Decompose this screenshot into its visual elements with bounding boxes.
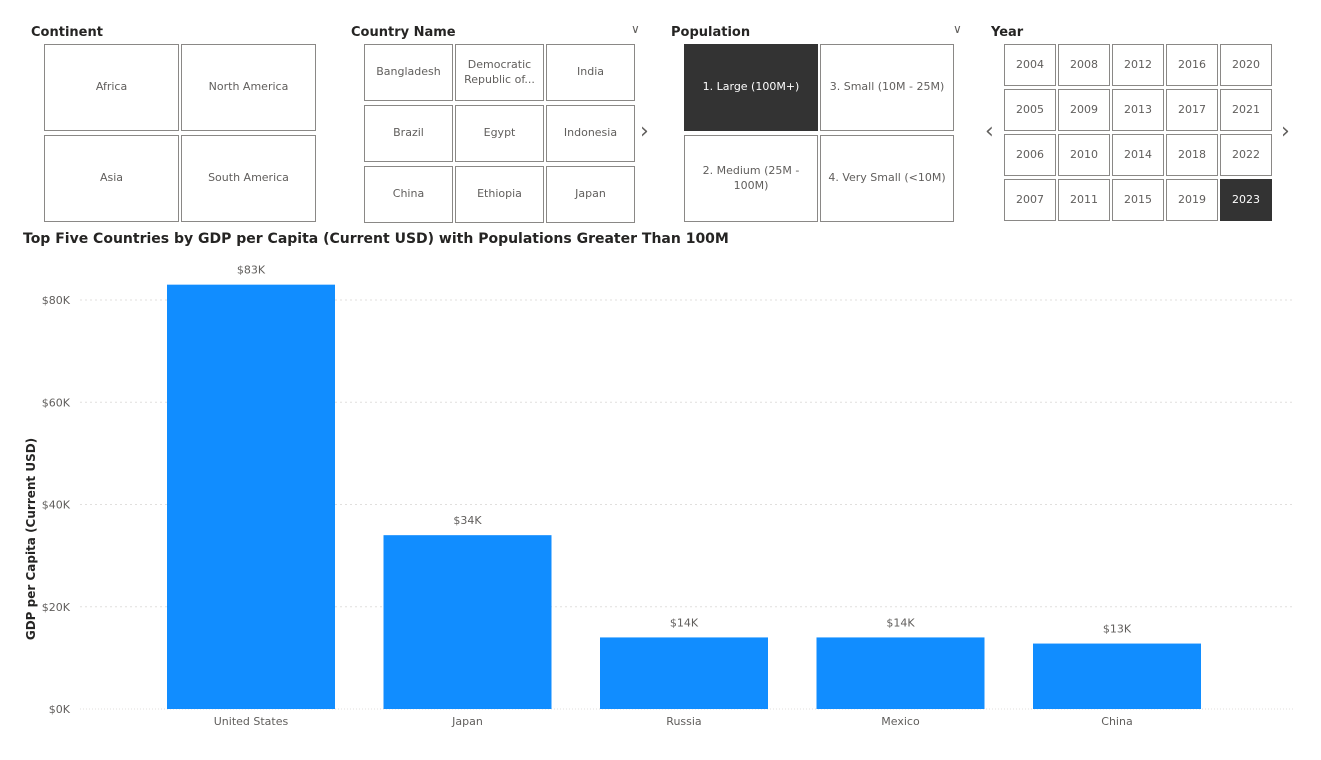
- country-tile[interactable]: Japan: [546, 166, 635, 223]
- year-tile[interactable]: 2005: [1004, 89, 1056, 131]
- continent-tile[interactable]: North America: [181, 44, 316, 131]
- country-tile[interactable]: Brazil: [364, 105, 453, 162]
- data-label: $34K: [453, 514, 482, 527]
- year-tile[interactable]: 2022: [1220, 134, 1272, 176]
- year-tile[interactable]: 2015: [1112, 179, 1164, 221]
- country-tile[interactable]: Egypt: [455, 105, 544, 162]
- y-tick-label: $80K: [42, 294, 71, 307]
- year-tile[interactable]: 2008: [1058, 44, 1110, 86]
- year-tile[interactable]: 2021: [1220, 89, 1272, 131]
- year-slicer-title: Year: [991, 25, 1024, 40]
- population-slicer-title: Population: [671, 25, 751, 40]
- bar: [1033, 643, 1201, 709]
- continent-tile[interactable]: Africa: [44, 44, 179, 131]
- country-tile[interactable]: Democratic Republic of...: [455, 44, 544, 101]
- year-prev-page-icon[interactable]: ‹: [985, 119, 994, 144]
- bar: [167, 284, 335, 709]
- bar: [383, 535, 552, 709]
- year-tile[interactable]: 2011: [1058, 179, 1110, 221]
- continent-tile[interactable]: South America: [181, 135, 316, 222]
- year-slicer: Year: [991, 25, 1291, 225]
- y-tick-label: $20K: [42, 601, 71, 614]
- y-tick-label: $40K: [42, 499, 71, 512]
- country-tile[interactable]: Ethiopia: [455, 166, 544, 223]
- country-tile[interactable]: Bangladesh: [364, 44, 453, 101]
- year-tile[interactable]: 2019: [1166, 179, 1218, 221]
- chart-title: Top Five Countries by GDP per Capita (Cu…: [23, 231, 729, 247]
- gdp-bar-chart: $0K $20K $40K $60K $80K GDP per Capita (Curre…: [24, 264, 1295, 728]
- population-slicer: Population ∨: [671, 22, 971, 225]
- year-tile[interactable]: 2014: [1112, 134, 1164, 176]
- continent-tile[interactable]: Asia: [44, 135, 179, 222]
- x-tick-label: China: [1101, 715, 1132, 728]
- population-dropdown-chevron-icon[interactable]: ∨: [953, 22, 962, 36]
- x-tick-label: Mexico: [881, 715, 920, 728]
- x-tick-label: United States: [214, 715, 289, 728]
- x-tick-label: Japan: [451, 715, 483, 728]
- y-tick-label: $0K: [49, 703, 71, 716]
- year-tile[interactable]: 2006: [1004, 134, 1056, 176]
- data-label: $14K: [670, 616, 699, 629]
- population-tile[interactable]: 1. Large (100M+): [684, 44, 818, 131]
- year-tile[interactable]: 2017: [1166, 89, 1218, 131]
- year-next-page-icon[interactable]: ›: [1281, 119, 1290, 144]
- year-tile[interactable]: 2020: [1220, 44, 1272, 86]
- year-tile[interactable]: 2009: [1058, 89, 1110, 131]
- population-tile[interactable]: 2. Medium (25M - 100M): [684, 135, 818, 222]
- country-next-page-icon[interactable]: ›: [640, 119, 649, 144]
- country-tile[interactable]: India: [546, 44, 635, 101]
- y-axis-title: GDP per Capita (Current USD): [24, 438, 38, 640]
- country-dropdown-chevron-icon[interactable]: ∨: [631, 22, 640, 36]
- year-tile[interactable]: 2004: [1004, 44, 1056, 86]
- population-tile[interactable]: 4. Very Small (<10M): [820, 135, 954, 222]
- country-slicer-title: Country Name: [351, 25, 456, 40]
- country-tile[interactable]: Indonesia: [546, 105, 635, 162]
- y-tick-label: $60K: [42, 396, 71, 409]
- population-tile[interactable]: 3. Small (10M - 25M): [820, 44, 954, 131]
- data-label: $13K: [1103, 623, 1132, 636]
- country-slicer: Country Name ∨: [351, 22, 651, 225]
- year-tile[interactable]: 2007: [1004, 179, 1056, 221]
- x-tick-label: Russia: [666, 715, 701, 728]
- country-tile[interactable]: China: [364, 166, 453, 223]
- continent-slicer: Continent: [31, 25, 321, 225]
- year-tile[interactable]: 2016: [1166, 44, 1218, 86]
- data-label: $83K: [237, 264, 266, 277]
- data-label: $14K: [886, 616, 915, 629]
- year-tile[interactable]: 2023: [1220, 179, 1272, 221]
- year-tile[interactable]: 2010: [1058, 134, 1110, 176]
- year-tile[interactable]: 2013: [1112, 89, 1164, 131]
- year-tile[interactable]: 2018: [1166, 134, 1218, 176]
- bar: [816, 637, 985, 709]
- continent-slicer-title: Continent: [31, 25, 103, 40]
- bar: [600, 637, 768, 709]
- year-tile[interactable]: 2012: [1112, 44, 1164, 86]
